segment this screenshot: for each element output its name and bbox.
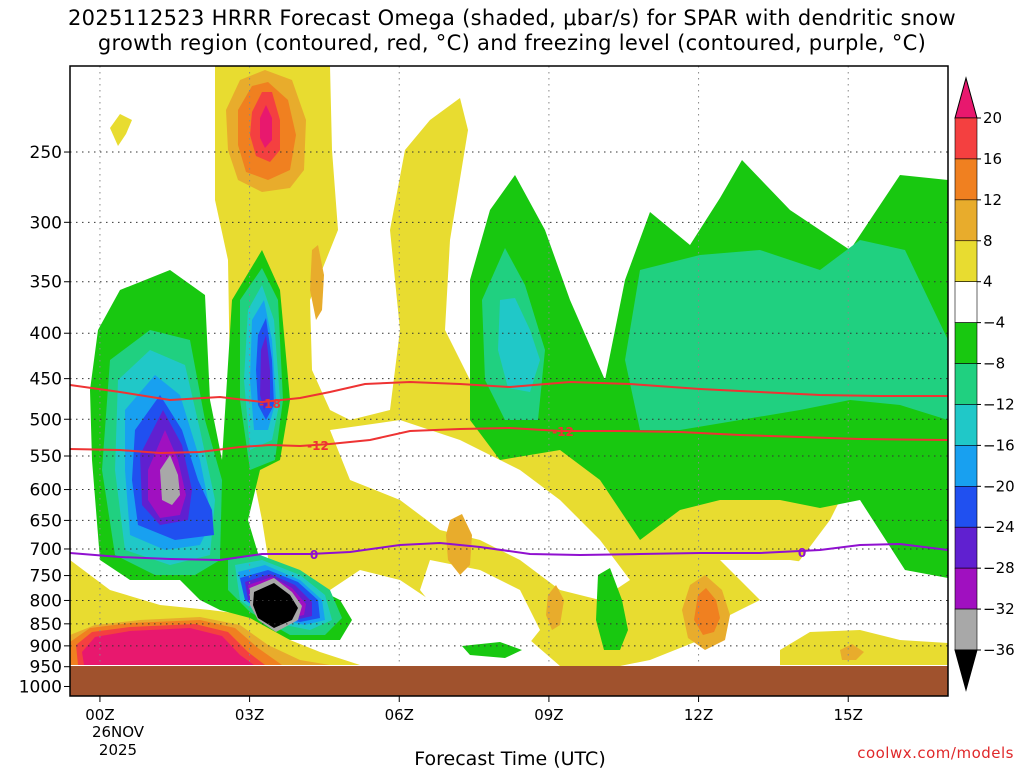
y-tick-label: 650 [30, 511, 62, 531]
omega-field-magenta-surface [82, 628, 254, 665]
colorbar-bottom-arrow [954, 649, 978, 692]
y-tick-label: 450 [30, 370, 62, 390]
y-tick-label: 950 [30, 658, 62, 678]
y-tick-label: 850 [30, 615, 62, 635]
y-tick-label: 750 [30, 567, 62, 587]
y-tick-label: 700 [30, 540, 62, 560]
y-tick-label: 500 [30, 410, 62, 430]
omega-field-black-core [253, 583, 298, 628]
y-tick-label: 300 [30, 213, 62, 233]
credit-link[interactable]: coolwx.com/models [857, 744, 1014, 762]
x-tick-label: 15Z [834, 706, 863, 724]
omega-field-gray-left [160, 455, 180, 505]
colorbar-swatch [954, 199, 978, 242]
x-tick-label: 12Z [684, 706, 713, 724]
x-tick-label: 09Z [534, 706, 563, 724]
colorbar: 20 16 12 8 4 −4 −8 −12 −16 −20 −24 −28 −32 −36 [954, 76, 1015, 692]
colorbar-tick-label: 12 [983, 191, 1002, 209]
colorbar-tick-label: 20 [983, 109, 1002, 127]
contour-minus18 [70, 380, 948, 404]
colorbar-swatch [954, 445, 978, 487]
colorbar-swatch [954, 486, 978, 528]
colorbar-tick-label: −8 [983, 355, 1005, 373]
y-tick-label: 250 [30, 143, 62, 163]
colorbar-tick-label: −20 [983, 477, 1015, 495]
colorbar-swatch [954, 404, 978, 446]
omega-field-green-blob-a [596, 568, 628, 650]
y-axis: 2503003504004505005506006507007508008509… [19, 143, 70, 697]
colorbar-tick-label: −24 [983, 518, 1015, 536]
plot-frame [69, 65, 949, 697]
ground-surface [70, 666, 948, 696]
colorbar-top-arrow [954, 76, 978, 119]
colorbar-tick-label: −12 [983, 395, 1015, 413]
y-tick-label: 1000 [19, 677, 62, 697]
omega-field-blob-850-inner [694, 588, 720, 635]
colorbar-swatch [954, 608, 978, 651]
colorbar-tick-label: 4 [983, 273, 993, 291]
contour-label-minus12: -12 [307, 439, 329, 453]
colorbar-tick-label: −36 [983, 641, 1015, 659]
omega-field-blob-950 [840, 644, 864, 660]
omega-field-pink-top [260, 105, 272, 148]
y-tick-label: 400 [30, 324, 62, 344]
contour-label-freezing-b: 0 [798, 546, 806, 560]
colorbar-swatch [954, 526, 978, 569]
chart-title-line-2: growth region (contoured, red, °C) and f… [97, 31, 927, 55]
y-tick-label: 800 [30, 591, 62, 611]
omega-field-green-blob-b [462, 642, 522, 658]
omega-field-white-low-right [720, 560, 948, 636]
omega-field-yellow-upper [215, 66, 850, 666]
contour-freezing [70, 541, 948, 562]
contour-label-freezing-a: 0 [310, 548, 318, 562]
x-date-label-day: 26NOV [92, 723, 145, 741]
x-axis: 00Z 03Z 06Z 09Z 12Z 15Z [85, 696, 863, 724]
colorbar-swatch [954, 567, 978, 610]
y-tick-label: 350 [30, 273, 62, 293]
colorbar-tick-label: −32 [983, 600, 1015, 618]
contour-label-minus12-b: -12 [552, 425, 574, 439]
colorbar-tick-label: −4 [983, 314, 1005, 332]
omega-field-cyan-mid [498, 298, 540, 392]
colorbar-swatch [954, 158, 978, 201]
omega-field-white-lower [420, 560, 540, 655]
x-tick-label: 06Z [385, 706, 414, 724]
omega-field-indigo-upper [260, 335, 270, 410]
temperature-contours: -18 -12 -12 0 0 [70, 380, 948, 562]
x-tick-label: 03Z [235, 706, 264, 724]
colorbar-swatch [954, 117, 978, 160]
y-tick-label: 550 [30, 447, 62, 467]
contour-minus12 [70, 426, 948, 455]
x-axis-title: Forecast Time (UTC) [414, 748, 605, 768]
omega-field-blob-mid [546, 585, 564, 630]
colorbar-swatch [954, 322, 978, 364]
y-tick-label: 900 [30, 637, 62, 657]
colorbar-tick-label: −28 [983, 559, 1015, 577]
omega-field-teal-right [625, 240, 948, 430]
chart-title-line-1: 2025112523 HRRR Forecast Omega (shaded, … [68, 6, 956, 30]
colorbar-swatch [954, 363, 978, 405]
omega-field-yellow-blob [110, 114, 132, 146]
x-date-label-year: 2025 [99, 741, 137, 759]
contour-label-minus18: -18 [259, 397, 281, 411]
colorbar-tick-label: 16 [983, 150, 1002, 168]
colorbar-tick-label: −16 [983, 436, 1015, 454]
colorbar-swatch [954, 240, 978, 282]
colorbar-tick-label: 8 [983, 232, 993, 250]
omega-field-yellow-right [780, 630, 948, 665]
omega-field-orange-streak [310, 245, 324, 320]
y-tick-label: 600 [30, 481, 62, 501]
colorbar-swatch [954, 281, 978, 323]
x-tick-label: 00Z [85, 706, 114, 724]
